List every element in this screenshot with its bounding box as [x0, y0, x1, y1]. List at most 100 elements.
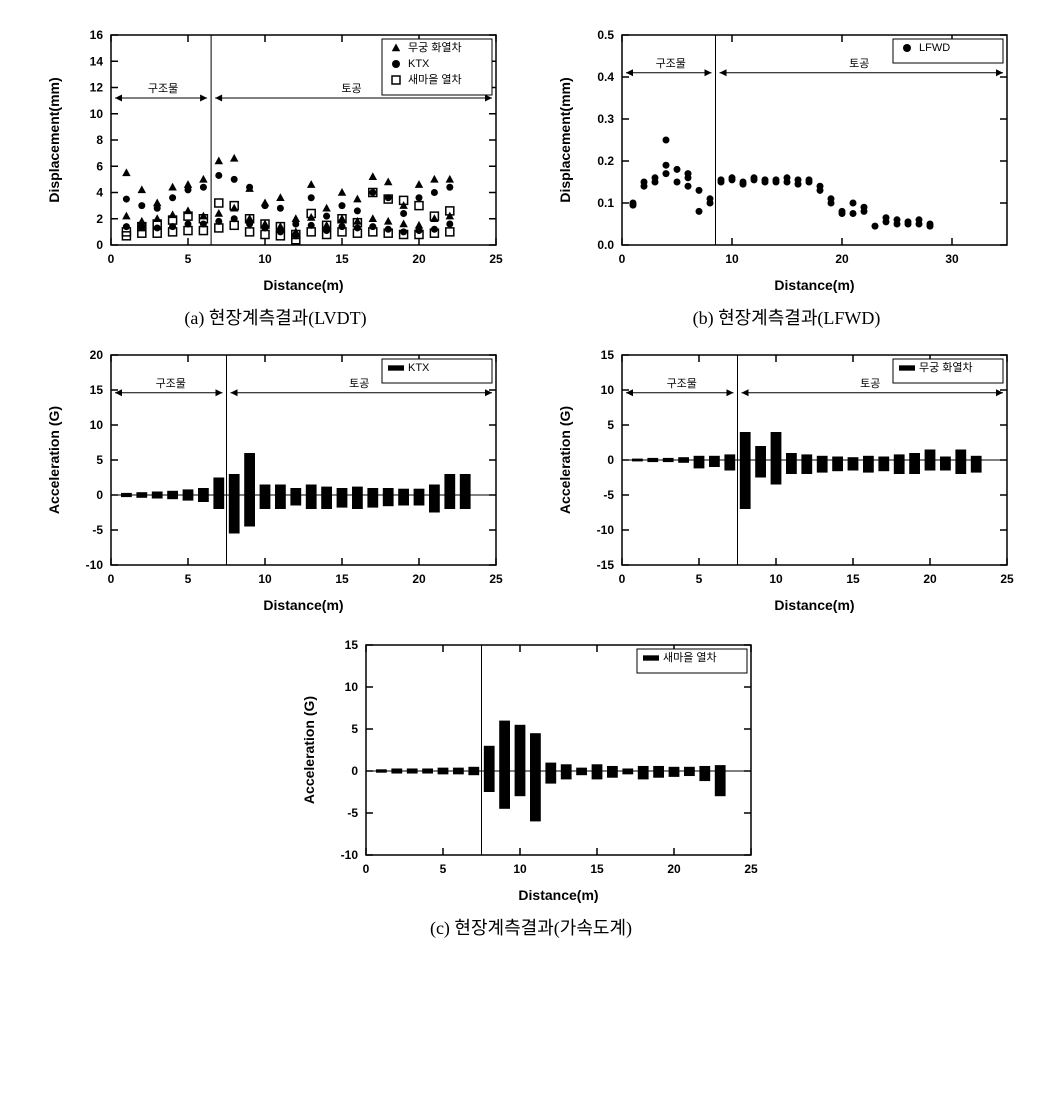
svg-text:Acceleration (G): Acceleration (G) — [557, 406, 573, 514]
svg-text:Distance(m): Distance(m) — [518, 887, 598, 903]
svg-text:Distance(m): Distance(m) — [774, 597, 854, 613]
svg-text:5: 5 — [184, 572, 191, 586]
svg-text:-10: -10 — [596, 523, 614, 537]
svg-text:-5: -5 — [603, 488, 614, 502]
svg-text:5: 5 — [184, 252, 191, 266]
svg-text:8: 8 — [96, 133, 103, 147]
row-c12: 0 5 10 15 20 25 -10 -5 0 5 10 15 20 Distance(m) Accele… — [20, 340, 1042, 620]
svg-text:12: 12 — [89, 81, 103, 95]
svg-text:-10: -10 — [341, 848, 359, 862]
svg-text:10: 10 — [258, 252, 272, 266]
svg-text:0.0: 0.0 — [597, 238, 614, 252]
svg-text:14: 14 — [89, 54, 103, 68]
svg-text:20: 20 — [835, 252, 849, 266]
panel-a: 0 5 10 15 20 25 0 2 4 6 8 10 12 14 16 Distance(m) Displa… — [41, 20, 511, 330]
svg-text:토공: 토공 — [849, 58, 869, 70]
svg-text:Displacement(mm): Displacement(mm) — [46, 77, 62, 202]
chart-c3: 0510152025-10-5051015Distance(m)Accelera… — [296, 630, 766, 910]
svg-text:15: 15 — [590, 862, 604, 876]
svg-text:KTX: KTX — [408, 58, 430, 70]
svg-text:5: 5 — [440, 862, 447, 876]
svg-text:0.2: 0.2 — [597, 154, 614, 168]
svg-text:4: 4 — [96, 186, 103, 200]
caption-a: (a) 현장계측결과(LVDT) — [184, 304, 366, 330]
svg-text:15: 15 — [600, 348, 614, 362]
chart-c1: 0510152025-10-505101520Distance(m)Accele… — [41, 340, 511, 620]
svg-text:-5: -5 — [92, 523, 103, 537]
svg-text:Distance(m): Distance(m) — [263, 597, 343, 613]
svg-text:0: 0 — [96, 488, 103, 502]
svg-text:Displacement(mm): Displacement(mm) — [557, 77, 573, 202]
svg-text:25: 25 — [744, 862, 758, 876]
svg-text:구조물: 구조물 — [147, 82, 177, 95]
row-c3: 0510152025-10-5051015Distance(m)Accelera… — [20, 630, 1042, 940]
svg-text:0.3: 0.3 — [597, 112, 614, 126]
svg-text:10: 10 — [600, 383, 614, 397]
svg-text:-5: -5 — [347, 806, 358, 820]
svg-text:0: 0 — [107, 572, 114, 586]
svg-text:25: 25 — [489, 572, 503, 586]
svg-text:0: 0 — [96, 238, 103, 252]
svg-text:LFWD: LFWD — [919, 42, 950, 54]
svg-text:토공: 토공 — [860, 378, 880, 390]
svg-text:0: 0 — [618, 572, 625, 586]
panel-b: 01020300.00.10.20.30.40.5Distance(m)Disp… — [552, 20, 1022, 330]
svg-text:-10: -10 — [85, 558, 103, 572]
row-ab: 0 5 10 15 20 25 0 2 4 6 8 10 12 14 16 Distance(m) Displa… — [20, 20, 1042, 330]
svg-text:5: 5 — [96, 453, 103, 467]
svg-text:0.5: 0.5 — [597, 28, 614, 42]
svg-text:10: 10 — [258, 572, 272, 586]
svg-text:5: 5 — [607, 418, 614, 432]
svg-text:KTX: KTX — [408, 362, 430, 374]
svg-text:0: 0 — [351, 764, 358, 778]
svg-text:10: 10 — [513, 862, 527, 876]
svg-text:구조물: 구조물 — [666, 377, 696, 390]
svg-text:Distance(m): Distance(m) — [263, 277, 343, 293]
panel-c3: 0510152025-10-5051015Distance(m)Accelera… — [296, 630, 766, 940]
svg-text:0: 0 — [107, 252, 114, 266]
svg-text:5: 5 — [351, 722, 358, 736]
svg-text:10: 10 — [769, 572, 783, 586]
svg-text:15: 15 — [846, 572, 860, 586]
svg-text:20: 20 — [89, 348, 103, 362]
svg-text:Acceleration (G): Acceleration (G) — [301, 696, 317, 804]
svg-text:20: 20 — [412, 252, 426, 266]
svg-text:15: 15 — [335, 572, 349, 586]
panel-c2: 0 5 10 15 20 25 -15 -10 -5 0 5 10 15 Distance(m) Accel… — [552, 340, 1022, 620]
svg-text:15: 15 — [345, 638, 359, 652]
caption-b: (b) 현장계측결과(LFWD) — [693, 304, 881, 330]
svg-text:6: 6 — [96, 159, 103, 173]
svg-text:20: 20 — [412, 572, 426, 586]
svg-text:구조물: 구조물 — [655, 57, 685, 70]
svg-text:25: 25 — [1000, 572, 1014, 586]
svg-text:-15: -15 — [596, 558, 614, 572]
svg-text:토공: 토공 — [341, 83, 361, 95]
svg-text:25: 25 — [489, 252, 503, 266]
svg-text:30: 30 — [945, 252, 959, 266]
svg-text:20: 20 — [667, 862, 681, 876]
caption-c: (c) 현장계측결과(가속도계) — [430, 914, 632, 940]
svg-text:무궁 화열차: 무궁 화열차 — [919, 361, 973, 374]
svg-text:0.1: 0.1 — [597, 196, 614, 210]
chart-b: 01020300.00.10.20.30.40.5Distance(m)Disp… — [552, 20, 1022, 300]
svg-text:무궁 화열차: 무궁 화열차 — [408, 41, 462, 54]
svg-text:15: 15 — [89, 383, 103, 397]
svg-text:10: 10 — [89, 107, 103, 121]
svg-text:새마을 열차: 새마을 열차 — [408, 73, 462, 86]
svg-text:0: 0 — [607, 453, 614, 467]
svg-text:2: 2 — [96, 212, 103, 226]
chart-a: 0 5 10 15 20 25 0 2 4 6 8 10 12 14 16 Distance(m) Displa… — [41, 20, 511, 300]
figure-grid: 0 5 10 15 20 25 0 2 4 6 8 10 12 14 16 Distance(m) Displa… — [20, 20, 1042, 940]
panel-c1: 0510152025-10-505101520Distance(m)Accele… — [41, 340, 511, 620]
svg-text:새마을 열차: 새마을 열차 — [663, 651, 717, 664]
svg-text:5: 5 — [695, 572, 702, 586]
svg-text:Distance(m): Distance(m) — [774, 277, 854, 293]
svg-text:구조물: 구조물 — [155, 377, 185, 390]
svg-text:0.4: 0.4 — [597, 70, 614, 84]
svg-text:10: 10 — [345, 680, 359, 694]
svg-text:10: 10 — [89, 418, 103, 432]
svg-text:15: 15 — [335, 252, 349, 266]
svg-text:10: 10 — [725, 252, 739, 266]
svg-text:20: 20 — [923, 572, 937, 586]
svg-text:16: 16 — [89, 28, 103, 42]
